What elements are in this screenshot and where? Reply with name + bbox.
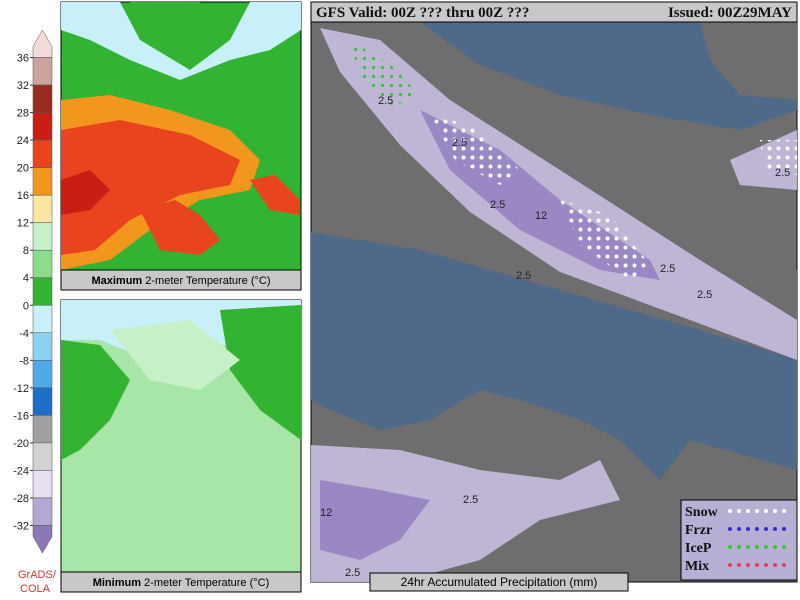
legend-dot — [737, 545, 741, 549]
colorbar-tick-label: -28 — [13, 493, 29, 505]
colorbar-band — [32, 497, 53, 526]
colorbar-tick-label: 8 — [23, 245, 29, 257]
legend-dot — [737, 527, 741, 531]
colorbar-tick-label: -12 — [13, 383, 29, 395]
colorbar: 36 32 28 24 20 16 12 8 4 0 -4 -8 -12 -16 -20 -24 -28 -32 — [13, 29, 53, 554]
contour-label: 2.5 — [490, 199, 505, 211]
contour-label: 2.5 — [516, 270, 531, 282]
legend-label: Snow — [685, 505, 719, 520]
colorbar-band — [32, 305, 53, 334]
colorbar-band — [32, 525, 53, 554]
colorbar-band — [32, 222, 53, 251]
legend-dot — [746, 527, 750, 531]
legend-dot — [773, 545, 777, 549]
legend-dot — [782, 545, 786, 549]
legend-dot — [746, 509, 750, 513]
colorbar-band — [32, 387, 53, 416]
legend-dot — [764, 545, 768, 549]
legend-dot — [755, 563, 759, 567]
colorbar-band — [32, 139, 53, 168]
contour-label: 2.5 — [345, 567, 360, 579]
legend-dot — [773, 527, 777, 531]
contour-label: 2.5 — [452, 137, 467, 149]
colorbar-tick-label: -4 — [19, 328, 29, 340]
legend-dot — [737, 509, 741, 513]
title: GFS Valid: 00Z ??? thru 00Z ??? — [316, 5, 529, 21]
colorbar-tick-label: 0 — [23, 300, 29, 312]
issued: Issued: 00Z29MAY — [668, 5, 792, 21]
legend: Snow Frzr IceP Mix — [680, 499, 798, 581]
precipitation-map: 2.5 2.5 2.5 12 2.5 2.5 2.5 2.5 2.5 12 2.5 GFS Vali… — [310, 1, 798, 592]
legend-dot — [728, 563, 732, 567]
legend-dot — [764, 563, 768, 567]
caption-bold: Minimum — [93, 577, 141, 589]
legend-dot — [728, 527, 732, 531]
legend-dot — [737, 563, 741, 567]
caption: Minimum 2-meter Temperature (°C) — [93, 577, 270, 589]
colorbar-tick-label: -16 — [13, 410, 29, 422]
caption-bold: Maximum — [91, 275, 142, 287]
credit: GrADS/ — [18, 569, 57, 581]
colorbar-band — [32, 442, 53, 471]
legend-label: IceP — [685, 541, 712, 556]
colorbar-band — [32, 112, 53, 141]
colorbar-band — [32, 167, 53, 196]
legend-label: Mix — [685, 559, 709, 574]
colorbar-tick-label: 4 — [23, 273, 29, 285]
contour-label: 12 — [535, 210, 547, 222]
legend-dot — [728, 509, 732, 513]
colorbar-band — [32, 57, 53, 86]
colorbar-band — [32, 194, 53, 223]
min-temperature-map: Minimum 2-meter Temperature (°C) — [60, 299, 302, 593]
legend-dot — [773, 509, 777, 513]
contour-label: 2.5 — [463, 494, 478, 506]
colorbar-tick-label: 20 — [17, 163, 29, 175]
colorbar-tick-label: -24 — [13, 465, 29, 477]
colorbar-tick-label: 12 — [17, 218, 29, 230]
legend-dot — [755, 527, 759, 531]
caption: 24hr Accumulated Precipitation (mm) — [401, 575, 598, 589]
colorbar-tick-label: -8 — [19, 355, 29, 367]
legend-dot — [746, 545, 750, 549]
legend-dot — [755, 545, 759, 549]
legend-dot — [764, 509, 768, 513]
contour-label: 2.5 — [775, 167, 790, 179]
colorbar-tick-label: 36 — [17, 53, 29, 65]
legend-dot — [782, 527, 786, 531]
legend-dot — [728, 545, 732, 549]
colorbar-band — [32, 360, 53, 389]
colorbar-band — [32, 470, 53, 499]
colorbar-band — [32, 249, 53, 278]
caption-text: 2-meter Temperature (°C) — [145, 275, 270, 287]
colorbar-tick-label: 16 — [17, 190, 29, 202]
colorbar-tick-label: 24 — [17, 135, 29, 147]
colorbar-tick-label: -20 — [13, 438, 29, 450]
legend-dot — [755, 509, 759, 513]
colorbar-band — [32, 277, 53, 306]
contour-label: 12 — [320, 507, 332, 519]
contour-label: 2.5 — [378, 95, 393, 107]
colorbar-band — [32, 29, 53, 58]
contour-label: 2.5 — [660, 263, 675, 275]
legend-dot — [746, 563, 750, 567]
credit: COLA — [20, 583, 51, 595]
max-temperature-map: Maximum 2-meter Temperature (°C) — [60, 1, 302, 291]
legend-dot — [782, 509, 786, 513]
legend-dot — [773, 563, 777, 567]
legend-dot — [782, 563, 786, 567]
caption-text: 2-meter Temperature (°C) — [144, 577, 269, 589]
colorbar-tick-label: -32 — [13, 520, 29, 532]
legend-label: Frzr — [685, 523, 712, 538]
colorbar-tick-label: 32 — [17, 80, 29, 92]
contour-label: 2.5 — [697, 289, 712, 301]
contour-labels: 2.5 2.5 2.5 12 2.5 2.5 2.5 2.5 2.5 12 2.5 — [320, 95, 790, 579]
colorbar-tick-label: 28 — [17, 108, 29, 120]
colorbar-band — [32, 332, 53, 361]
caption: Maximum 2-meter Temperature (°C) — [91, 275, 270, 287]
colorbar-band — [32, 415, 53, 444]
colorbar-band — [32, 84, 53, 113]
legend-dot — [764, 527, 768, 531]
